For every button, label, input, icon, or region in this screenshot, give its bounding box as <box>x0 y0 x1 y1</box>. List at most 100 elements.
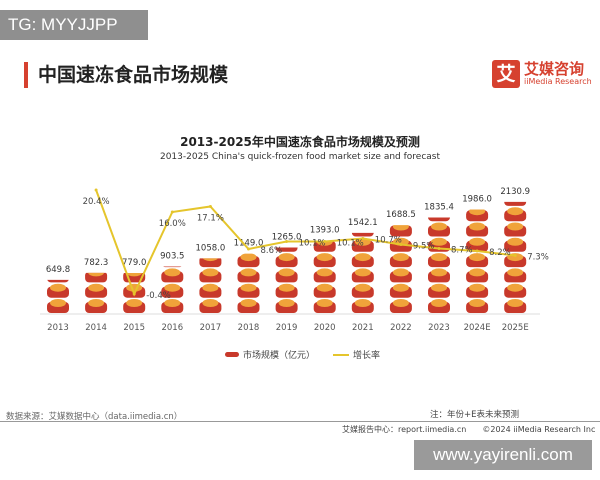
dumpling-icon <box>507 268 524 277</box>
dumpling-icon <box>469 237 486 246</box>
dumpling-icon <box>392 268 409 277</box>
growth-point <box>361 237 365 240</box>
bar <box>85 272 108 313</box>
x-tick-label: 2014 <box>85 323 107 333</box>
growth-point <box>285 240 289 243</box>
growth-label: 17.1% <box>197 214 224 224</box>
bar-value-label: 649.8 <box>46 265 70 275</box>
dumpling-icon <box>88 299 105 307</box>
growth-label: 16.0% <box>159 219 186 229</box>
dumpling-icon <box>164 268 181 277</box>
dumpling-icon <box>507 177 523 185</box>
growth-point <box>132 292 136 296</box>
growth-point <box>399 243 403 246</box>
forecast-note: 注：年份+E表未来预测 <box>430 410 519 420</box>
dumpling-icon <box>164 283 181 292</box>
growth-label: 7.3% <box>527 253 549 263</box>
growth-point <box>170 210 174 214</box>
dumpling-icon <box>278 268 295 277</box>
dumpling-icon <box>431 237 447 246</box>
dumpling-icon <box>431 283 447 292</box>
pot-icon <box>47 279 69 283</box>
pot-icon <box>504 201 527 206</box>
logo-mark: 艾 <box>492 60 520 88</box>
pot-icon <box>161 241 183 252</box>
dumpling-icon <box>431 299 447 307</box>
growth-label: 10.7% <box>375 236 402 246</box>
dumpling-icon <box>431 253 447 262</box>
dumpling-icon <box>278 283 295 292</box>
dumpling-icon <box>316 283 333 292</box>
bar-value-label: 782.3 <box>84 258 108 268</box>
dumpling-icon <box>355 207 371 215</box>
bar-value-label: 1986.0 <box>462 195 492 205</box>
title-accent-bar <box>24 62 28 88</box>
dumpling-icon <box>202 299 219 307</box>
bar-value-label: 2130.9 <box>500 187 530 197</box>
bar <box>161 238 184 313</box>
data-source: 数据来源：艾媒数据中心（data.iimedia.cn） <box>6 412 183 422</box>
watermark-site: www.yayirenli.com <box>414 440 592 470</box>
dumpling-icon <box>240 253 257 262</box>
dumpling-icon <box>507 222 524 231</box>
bar <box>504 177 527 313</box>
dumpling-icon <box>469 268 486 277</box>
dumpling-icon <box>164 238 180 246</box>
dumpling-icon <box>126 273 143 277</box>
x-tick-label: 2025E <box>502 323 529 333</box>
dumpling-icon <box>392 225 409 231</box>
dumpling-icon <box>431 192 447 200</box>
logo-cn: 艾媒咨询 <box>524 60 585 78</box>
dumpling-icon <box>126 283 143 292</box>
dumpling-icon <box>240 268 257 277</box>
dumpling-icon <box>469 209 486 216</box>
growth-point <box>323 240 327 243</box>
report-link[interactable]: 艾媒报告中心：report.iimedia.cn <box>342 425 467 434</box>
growth-label: 20.4% <box>83 197 110 207</box>
bar-value-label: 1265.0 <box>272 232 302 242</box>
x-tick-label: 2024E <box>464 323 491 333</box>
dumpling-icon <box>202 283 219 292</box>
x-tick-label: 2022 <box>390 323 412 333</box>
watermark-tag: TG: MYYJJPP <box>0 10 148 40</box>
dumpling-icon <box>469 222 486 231</box>
dumpling-icon <box>50 253 66 261</box>
x-tick-label: 2021 <box>352 323 374 333</box>
legend-line-swatch <box>333 353 350 356</box>
legend-line-label: 增长率 <box>353 351 381 361</box>
growth-label: 8.7% <box>451 246 473 256</box>
bar-value-label: 1058.0 <box>196 243 226 253</box>
growth-line <box>95 189 516 297</box>
dumpling-icon <box>354 253 371 262</box>
bar-value-label: 903.5 <box>160 251 184 261</box>
growth-label: 8.2% <box>489 248 511 258</box>
x-tick-label: 2019 <box>276 323 298 333</box>
x-tick-label: 2020 <box>314 323 336 333</box>
dumpling-icon <box>507 283 524 292</box>
pot-icon <box>163 266 182 268</box>
bar <box>47 253 69 313</box>
footer-divider <box>0 421 600 422</box>
growth-point <box>247 247 250 251</box>
bar <box>351 207 374 313</box>
growth-point <box>437 247 441 250</box>
dumpling-icon <box>202 258 218 262</box>
pot-icon <box>199 258 222 268</box>
bar <box>466 209 489 313</box>
dumpling-icon <box>469 283 486 292</box>
dumpling-icon <box>164 299 181 307</box>
dumpling-icon <box>316 268 333 277</box>
bar-value-label: 1393.0 <box>310 226 340 236</box>
bar <box>237 253 260 313</box>
iimedia-logo: 艾 艾媒咨询 iiMedia Research <box>492 60 592 88</box>
dumpling-icon <box>431 268 447 277</box>
dumpling-icon <box>240 299 257 307</box>
bar-value-label: 1149.0 <box>234 239 264 249</box>
dumpling-icon <box>431 222 447 231</box>
growth-label: 10.1% <box>337 239 364 249</box>
dumpling-icon <box>50 283 66 292</box>
legend: 市场规模（亿元） 增长率 <box>225 348 380 361</box>
bar <box>389 225 412 313</box>
dumpling-icon <box>50 299 66 307</box>
